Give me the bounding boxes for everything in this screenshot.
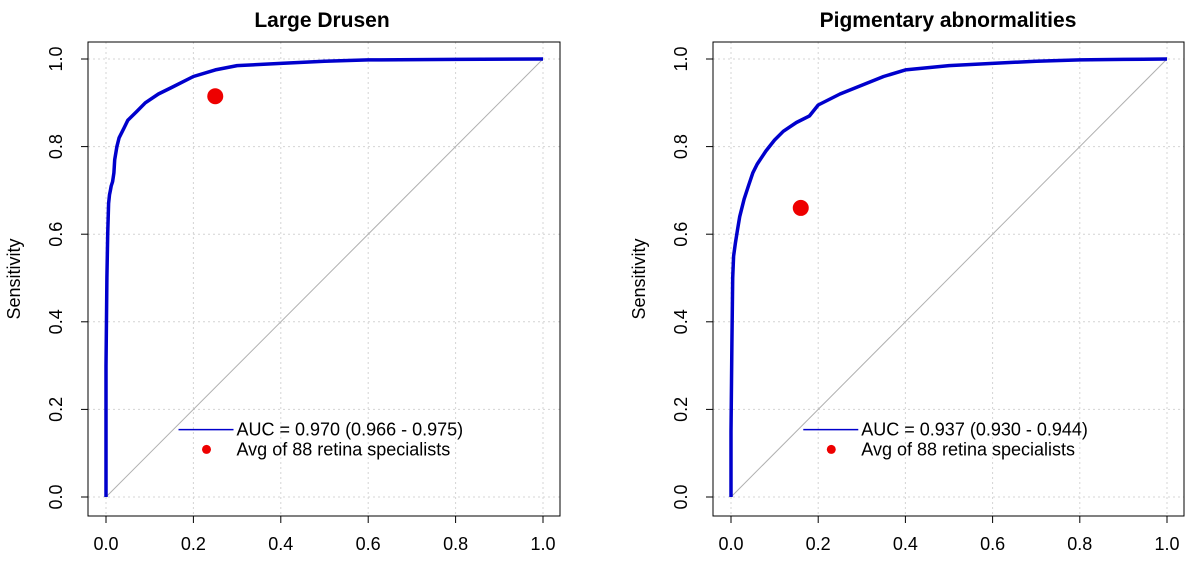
grid-lines: [88, 42, 560, 516]
x-tick-label: 0.6: [980, 534, 1005, 554]
y-tick-label: 0.0: [46, 484, 66, 509]
y-axis-label: Sensitivity: [629, 238, 649, 319]
y-tick-label: 0.2: [671, 397, 691, 422]
legend-label-auc: AUC = 0.970 (0.966 - 0.975): [237, 420, 464, 440]
y-tick-label: 0.4: [46, 309, 66, 334]
legend-label-specialists: Avg of 88 retina specialists: [237, 439, 451, 459]
y-axis-label: Sensitivity: [4, 238, 24, 319]
roc-curve-line: [104, 57, 544, 497]
y-tick-label: 0.8: [46, 134, 66, 159]
x-tick-label: 0.4: [268, 534, 293, 554]
x-tick-label: 0.0: [93, 534, 118, 554]
x-tick-label: 1.0: [530, 534, 555, 554]
legend-label-specialists: Avg of 88 retina specialists: [861, 439, 1075, 459]
legend: AUC = 0.970 (0.966 - 0.975)Avg of 88 ret…: [178, 420, 464, 459]
y-tick-label: 1.0: [671, 46, 691, 71]
y-tick-label: 0.2: [46, 397, 66, 422]
specialist-average-point: [792, 199, 809, 216]
y-tick-label: 0.0: [671, 484, 691, 509]
y-tick-label: 1.0: [46, 46, 66, 71]
panel-large-drusen: 0.0 0.2 0.4 0.6 0.8 1.0 0.0 0.2 0.4 0.6 0.8 1.0 Larg…: [4, 9, 561, 554]
legend: AUC = 0.937 (0.930 - 0.944)Avg of 88 ret…: [803, 420, 1088, 459]
panel-pigmentary-abnormalities: 0.0 0.2 0.4 0.6 0.8 1.0 0.0 0.2 0.4 0.6 0.8 1.0 Pigm…: [629, 9, 1185, 554]
diagonal-reference-line: [105, 58, 544, 498]
y-tick-label: 0.4: [671, 309, 691, 334]
x-tick-label: 1.0: [1154, 534, 1179, 554]
chart-title: Pigmentary abnormalities: [820, 9, 1077, 32]
x-tick-label: 0.8: [443, 534, 468, 554]
specialist-average-point: [207, 88, 224, 105]
legend-label-auc: AUC = 0.937 (0.930 - 0.944): [861, 420, 1088, 440]
plot-frame: [87, 41, 561, 517]
x-tick-label: 0.4: [893, 534, 918, 554]
y-tick-label: 0.8: [671, 134, 691, 159]
y-tick-label: 0.6: [46, 222, 66, 247]
plot-frame: [712, 41, 1185, 517]
legend-point-swatch: [202, 444, 212, 454]
chart-title: Large Drusen: [254, 9, 389, 32]
diagonal-reference-line: [730, 58, 1168, 498]
x-tick-label: 0.6: [356, 534, 381, 554]
y-tick-label: 0.6: [671, 222, 691, 247]
x-tick-label: 0.2: [806, 534, 831, 554]
x-tick-label: 0.2: [181, 534, 206, 554]
legend-point-swatch: [826, 444, 836, 454]
roc-curve-line: [729, 57, 1168, 497]
x-tick-label: 0.0: [718, 534, 743, 554]
x-tick-label: 0.8: [1067, 534, 1092, 554]
